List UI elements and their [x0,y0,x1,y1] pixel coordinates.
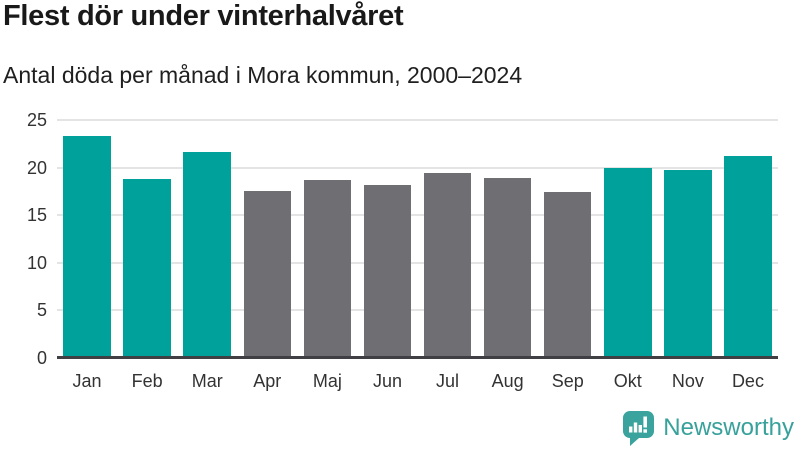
chart-title: Flest dör under vinterhalvåret [3,0,404,32]
x-tick-label-okt: Okt [613,371,642,391]
x-axis-line [57,356,778,359]
x-tick-label-aug: Aug [491,371,524,391]
y-tick-label-25: 25 [26,110,47,130]
speech-bubble-bar-chart-icon [623,411,655,446]
y-tick-label-15: 15 [26,205,47,226]
x-tick-label-jan: Jan [72,371,102,391]
newsworthy-logo: Newsworthy [622,410,794,446]
bar-apr [243,191,292,358]
bar-aug [483,178,532,358]
newsworthy-logo-text: Newsworthy [663,414,794,441]
x-tick-label-jul: Jul [436,371,460,391]
chart-subtitle: Antal döda per månad i Mora kommun, 2000… [3,62,523,88]
bar-okt [604,167,652,358]
bar-jun [363,184,412,358]
y-tick-label-20: 20 [26,157,47,178]
gridline-10 [57,261,778,264]
bar-nov [664,169,712,358]
gridline-5 [57,309,778,312]
bar-jan [63,136,111,358]
gridline-20 [57,166,778,169]
bar-feb [123,179,171,358]
gridline-25 [57,119,778,121]
x-tick-label-maj: Maj [312,371,342,391]
bar-maj [303,179,352,358]
bar-jul [423,173,472,358]
x-tick-label-feb: Feb [131,371,163,391]
x-tick-label-nov: Nov [671,371,704,391]
x-tick-label-apr: Apr [253,371,282,391]
y-tick-label-5: 5 [36,300,47,321]
y-tick-label-10: 10 [26,252,47,273]
y-tick-label-0: 0 [36,348,47,368]
bar-sep [543,192,592,358]
plot-area [57,119,778,359]
bar-dec [724,156,772,358]
bar-mar [183,152,231,358]
x-tick-label-jun: Jun [372,371,402,391]
x-tick-label-sep: Sep [551,371,584,391]
x-tick-label-dec: Dec [731,371,764,391]
gridline-15 [57,214,778,217]
x-tick-label-mar: Mar [191,371,223,391]
